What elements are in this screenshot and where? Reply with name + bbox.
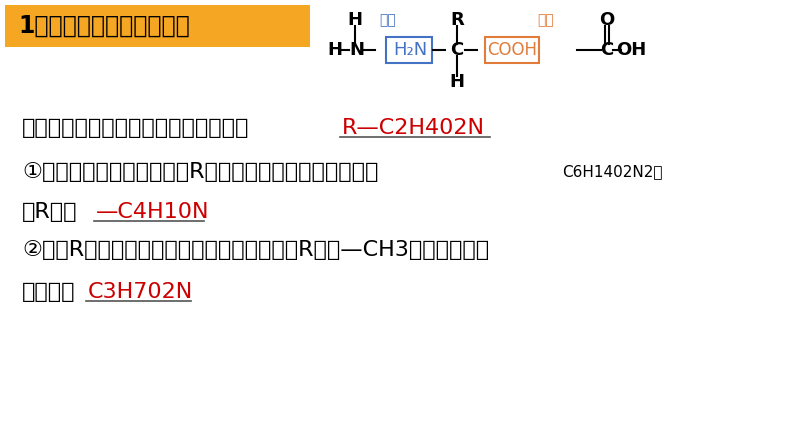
Text: R: R xyxy=(450,11,464,29)
Text: H: H xyxy=(348,11,363,29)
FancyBboxPatch shape xyxy=(5,5,310,47)
Text: COOH: COOH xyxy=(487,41,537,59)
FancyBboxPatch shape xyxy=(386,37,432,63)
Text: 罧基: 罧基 xyxy=(538,13,554,27)
Text: C: C xyxy=(450,41,464,59)
Text: OH: OH xyxy=(616,41,646,59)
Text: H₂N: H₂N xyxy=(393,41,427,59)
Text: 【依据】氨基酸的结构通式可以简写为: 【依据】氨基酸的结构通式可以简写为 xyxy=(22,118,249,138)
Text: ①已知氨基酸分子式，推测R基的组成：如某氨基酸分子式: ①已知氨基酸分子式，推测R基的组成：如某氨基酸分子式 xyxy=(22,162,379,182)
Text: 氨基: 氨基 xyxy=(380,13,396,27)
Text: N: N xyxy=(349,41,364,59)
Text: O: O xyxy=(599,11,615,29)
Text: C6H1402N2，: C6H1402N2， xyxy=(562,164,662,179)
Text: —C4H10N: —C4H10N xyxy=(96,202,210,222)
Text: C3H702N: C3H702N xyxy=(88,282,193,302)
Text: H: H xyxy=(327,41,342,59)
Text: 分子式为: 分子式为 xyxy=(22,282,75,302)
Text: ②已知R基，写出氨基酸的分子式：丙氨酸的R基为—CH3，则丙氨酸的: ②已知R基，写出氨基酸的分子式：丙氨酸的R基为—CH3，则丙氨酸的 xyxy=(22,240,489,260)
Text: 1、氨基酸原子数目的计算: 1、氨基酸原子数目的计算 xyxy=(18,14,190,38)
FancyBboxPatch shape xyxy=(485,37,539,63)
Text: C: C xyxy=(600,41,614,59)
Text: H: H xyxy=(449,73,464,91)
Text: 则R基为: 则R基为 xyxy=(22,202,78,222)
Text: R—C2H402N: R—C2H402N xyxy=(342,118,485,138)
